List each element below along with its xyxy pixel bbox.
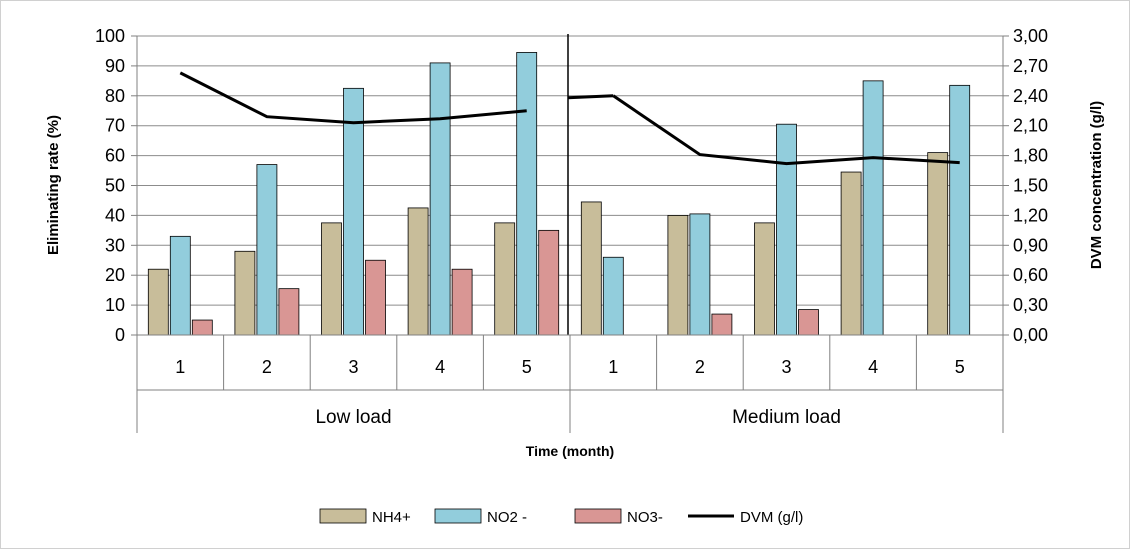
bar-no2 (256, 164, 278, 336)
bar-no2 (776, 123, 797, 336)
x-tick-label: 4 (868, 357, 878, 377)
y2-axis-label: DVM concentration (g/l) (1088, 101, 1105, 269)
y2-tick-label: 1,80 (1013, 146, 1048, 166)
y-tick-label: 10 (105, 295, 125, 315)
bar-nh4 (321, 222, 342, 336)
bar-no3 (191, 319, 213, 336)
x-tick-label: 2 (695, 357, 705, 377)
legend-label-nh4: NH4+ (372, 509, 411, 526)
bars (147, 52, 971, 336)
bar-no2 (169, 235, 191, 336)
bar-no3 (451, 268, 473, 336)
x-axis-label: Time (month) (526, 443, 614, 459)
y-tick-label: 0 (115, 325, 125, 345)
bar-nh4 (754, 222, 775, 336)
legend-label-no2: NO2 - (487, 509, 527, 526)
dvm-line (179, 71, 527, 125)
y-tick-label: 70 (105, 116, 125, 136)
dvm-line-stub (567, 94, 614, 100)
bar-nh4 (234, 250, 256, 336)
y-tick-label: 90 (105, 56, 125, 76)
bar-no3 (798, 309, 819, 336)
y2-tick-label: 0,60 (1013, 265, 1048, 285)
legend-label-no3: NO3- (627, 509, 663, 526)
bar-nh4 (840, 171, 862, 336)
bar-nh4 (147, 268, 169, 336)
dvm-line (612, 94, 960, 166)
bar-no3 (711, 313, 733, 336)
y2-tick-label: 1,20 (1013, 205, 1048, 225)
bar-no3 (278, 288, 300, 336)
x-tick-label: 3 (781, 357, 791, 377)
bar-no2 (862, 80, 884, 336)
bar-no2 (689, 213, 711, 336)
legend-swatch-no2 (434, 508, 482, 524)
y2-tick-label: 0,30 (1013, 295, 1048, 315)
x-tick-label: 2 (262, 357, 272, 377)
bar-nh4 (407, 207, 429, 336)
legend-label-dvmgl: DVM (g/l) (740, 509, 803, 526)
x-tick-label: 3 (348, 357, 358, 377)
y-tick-label: 30 (105, 235, 125, 255)
y2-tick-label: 1,50 (1013, 176, 1048, 196)
y2-tick-label: 0,00 (1013, 325, 1048, 345)
x-group-label: Medium load (732, 407, 841, 428)
y-tick-label: 60 (105, 146, 125, 166)
bar-nh4 (494, 222, 516, 336)
y-tick-label: 50 (105, 176, 125, 196)
y-tick-label: 20 (105, 265, 125, 285)
bar-no2 (429, 62, 451, 336)
x-tick-label: 5 (955, 357, 965, 377)
bar-no2 (516, 52, 538, 336)
x-group-label: Low load (315, 407, 391, 428)
y2-tick-label: 3,00 (1013, 26, 1048, 46)
x-tick-label: 1 (175, 357, 185, 377)
y2-tick-label: 2,40 (1013, 86, 1048, 106)
y2-tick-label: 2,10 (1013, 116, 1048, 136)
bar-nh4 (927, 152, 949, 336)
y-axis-label: Eliminating rate (%) (45, 115, 62, 255)
legend-swatch-no3 (574, 508, 622, 524)
y2-tick-label: 2,70 (1013, 56, 1048, 76)
y-tick-label: 40 (105, 205, 125, 225)
legend-swatch-nh4 (319, 508, 367, 524)
y-tick-label: 80 (105, 86, 125, 106)
axes: 0 10 20 30 40 50 60 70 80 90 100 0,00 0,30 0,60 0,90 1,… (95, 26, 1048, 433)
bar-no3 (538, 229, 560, 336)
bar-no3 (365, 259, 386, 336)
bar-no2 (602, 256, 624, 336)
bar-no2 (343, 87, 364, 336)
bar-nh4 (667, 214, 689, 336)
y2-tick-label: 0,90 (1013, 235, 1048, 255)
x-tick-label: 1 (608, 357, 618, 377)
y-tick-label: 100 (95, 26, 125, 46)
bar-no2 (949, 84, 971, 336)
legend: NH4+ NO2 - NO3- DVM (g/l) (319, 508, 803, 526)
x-tick-label: 5 (522, 357, 532, 377)
dvm-line-layer (179, 34, 960, 335)
bar-nh4 (580, 201, 602, 336)
x-tick-label: 4 (435, 357, 445, 377)
